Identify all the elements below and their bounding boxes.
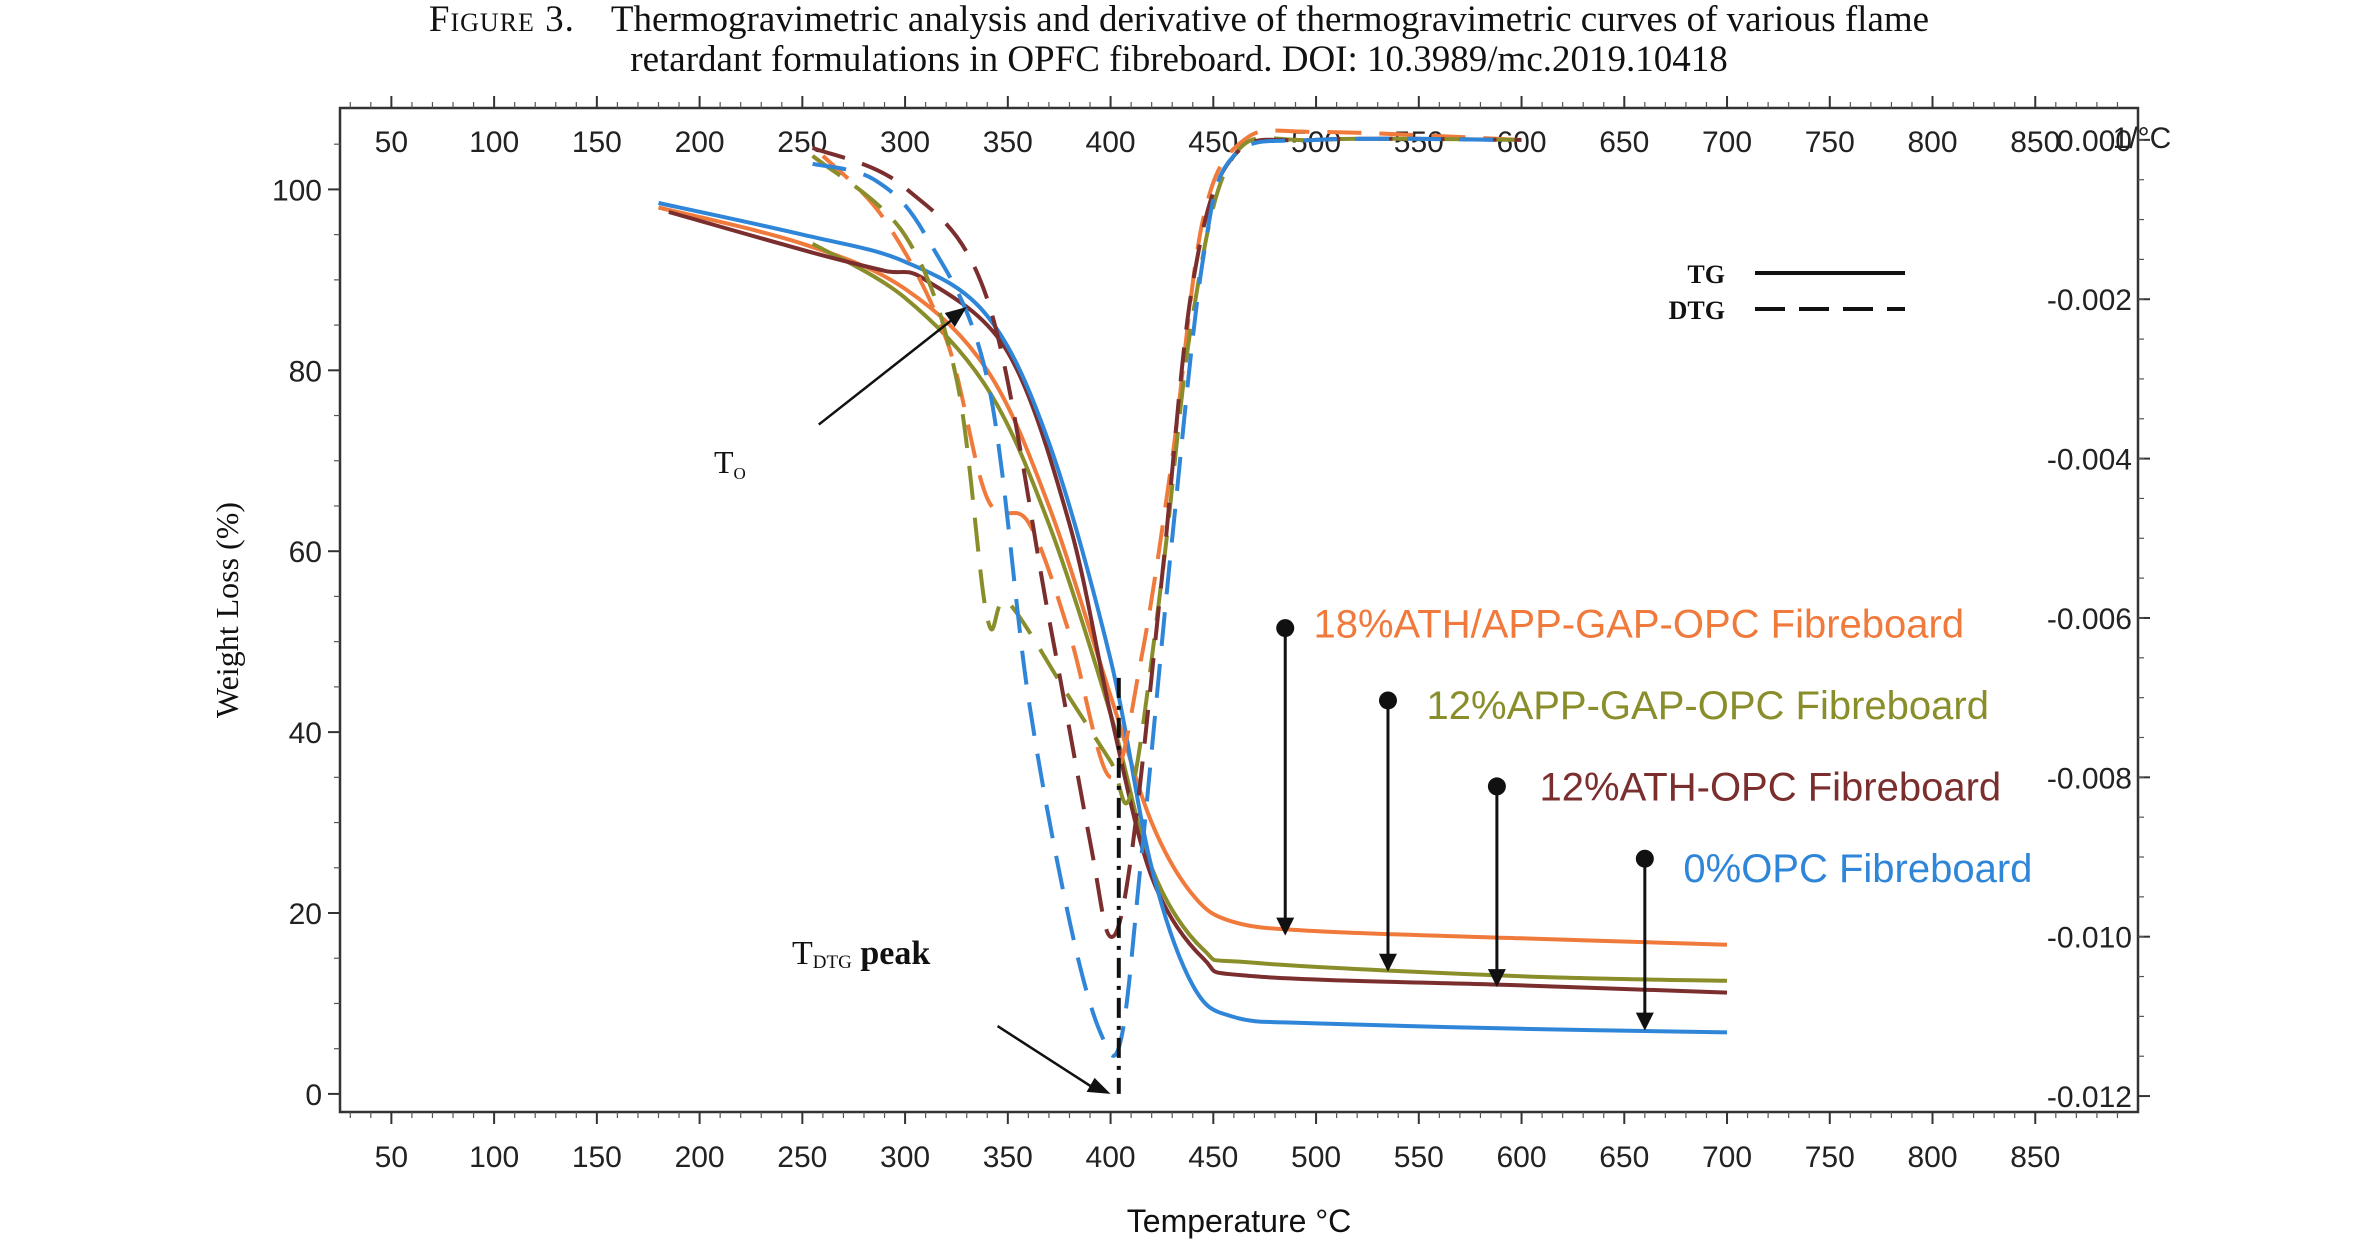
tg-curves <box>658 201 1728 1035</box>
series-label-3: 0%OPC Fibreboard <box>1683 847 2032 891</box>
y2-tick-label: -0.004 <box>2047 444 2132 477</box>
axis-ticks: 5050100100150150200200250250300300350350… <box>209 96 2171 1239</box>
tg-curve-series-2 <box>668 210 1728 995</box>
x-tick-label-bottom: 350 <box>983 1141 1033 1174</box>
legend-label-tg: TG <box>1687 260 1725 289</box>
onset-arrow-head <box>944 306 967 327</box>
legend: TG DTG <box>1669 260 1905 325</box>
x-tick-label-bottom: 750 <box>1805 1141 1855 1174</box>
x-tick-label-top: 100 <box>469 126 519 159</box>
x-tick-label-top: 200 <box>675 126 725 159</box>
x-axis-title: Temperature °C <box>1127 1203 1351 1239</box>
series-pointer-head-3 <box>1635 1012 1654 1031</box>
caption-text-1: Thermogravimetric analysis and derivativ… <box>610 0 1930 40</box>
x-tick-label-bottom: 200 <box>675 1141 725 1174</box>
y-tick-label: 80 <box>289 355 322 388</box>
y2-tick-label: 0.000 <box>2057 125 2132 158</box>
y2-tick-label: -0.008 <box>2047 762 2132 795</box>
y-tick-label: 0 <box>305 1079 322 1112</box>
series-label-2: 12%ATH-OPC Fibreboard <box>1540 765 2002 809</box>
x-tick-label-top: 800 <box>1907 126 1957 159</box>
tg-curve-series-0 <box>658 205 1728 947</box>
x-tick-label-top: 850 <box>2010 126 2060 159</box>
y-tick-label: 60 <box>289 536 322 569</box>
onset-label: TO <box>714 444 746 483</box>
x-tick-label-bottom: 50 <box>375 1141 408 1174</box>
caption-line-1: Figure 3. Thermogravimetric analysis and … <box>0 0 2358 40</box>
x-tick-label-top: 750 <box>1805 126 1855 159</box>
dtg-peak-label: TDTG peak <box>792 935 930 973</box>
peak-arrow-head <box>1086 1077 1111 1094</box>
x-tick-label-top: 600 <box>1497 126 1547 159</box>
dtg-curve-series-1 <box>811 135 1522 806</box>
series-label-1: 12%APP-GAP-OPC Fibreboard <box>1427 684 1989 728</box>
tg-curve-series-3 <box>658 201 1728 1035</box>
y2-tick-label: -0.012 <box>2047 1081 2132 1114</box>
series-pointer-head-1 <box>1378 953 1397 972</box>
legend-label-dtg: DTG <box>1669 296 1725 325</box>
x-tick-label-bottom: 850 <box>2010 1141 2060 1174</box>
y2-axis-title: 1/°C <box>2113 122 2172 155</box>
x-tick-label-top: 450 <box>1188 126 1238 159</box>
annotations: TO TDTG peak <box>714 306 1121 1094</box>
x-tick-label-top: 400 <box>1086 126 1136 159</box>
x-tick-label-top: 50 <box>375 126 408 159</box>
x-tick-label-bottom: 600 <box>1497 1141 1547 1174</box>
plot-border <box>338 106 2140 1114</box>
caption-label: Figure 3. <box>428 0 575 40</box>
x-tick-label-top: 150 <box>572 126 622 159</box>
x-tick-label-bottom: 300 <box>880 1141 930 1174</box>
x-tick-label-bottom: 800 <box>1907 1141 1957 1174</box>
x-tick-label-top: 550 <box>1394 126 1444 159</box>
y2-tick-label: -0.002 <box>2047 284 2132 317</box>
x-tick-label-bottom: 450 <box>1188 1141 1238 1174</box>
y-axis-title: Weight Loss (%) <box>209 502 245 718</box>
caption-line-2: retardant formulations in OPFC fibreboar… <box>630 39 1728 80</box>
x-tick-label-top: 250 <box>777 126 827 159</box>
x-tick-label-bottom: 650 <box>1599 1141 1649 1174</box>
figure-caption: Figure 3. Thermogravimetric analysis and … <box>0 0 2358 80</box>
y-tick-label: 20 <box>289 898 322 931</box>
plot-frame <box>338 106 2140 1114</box>
peak-arrow-line <box>996 1025 1098 1091</box>
y2-tick-label: -0.006 <box>2047 603 2132 636</box>
x-tick-label-bottom: 550 <box>1394 1141 1444 1174</box>
x-tick-label-top: 650 <box>1599 126 1649 159</box>
series-label-0: 18%ATH/APP-GAP-OPC Fibreboard <box>1314 603 1965 647</box>
y-tick-label: 40 <box>289 717 322 750</box>
x-tick-label-bottom: 150 <box>572 1141 622 1174</box>
x-tick-label-bottom: 100 <box>469 1141 519 1174</box>
x-tick-label-top: 300 <box>880 126 930 159</box>
x-tick-label-bottom: 700 <box>1702 1141 1752 1174</box>
x-tick-label-top: 700 <box>1702 126 1752 159</box>
onset-arrow-line <box>818 312 962 426</box>
x-tick-label-top: 350 <box>983 126 1033 159</box>
series-pointer-head-2 <box>1487 969 1506 988</box>
tg-curve-series-1 <box>811 241 1728 983</box>
y-tick-label: 100 <box>272 174 322 207</box>
x-tick-label-bottom: 500 <box>1291 1141 1341 1174</box>
y2-tick-label: -0.010 <box>2047 922 2132 955</box>
x-tick-label-bottom: 250 <box>777 1141 827 1174</box>
x-tick-label-bottom: 400 <box>1086 1141 1136 1174</box>
dtg-curve-series-0 <box>821 128 1522 780</box>
series-labels: 18%ATH/APP-GAP-OPC Fibreboard 12%APP-GAP-… <box>1276 603 2032 1031</box>
series-pointer-head-0 <box>1276 917 1295 936</box>
